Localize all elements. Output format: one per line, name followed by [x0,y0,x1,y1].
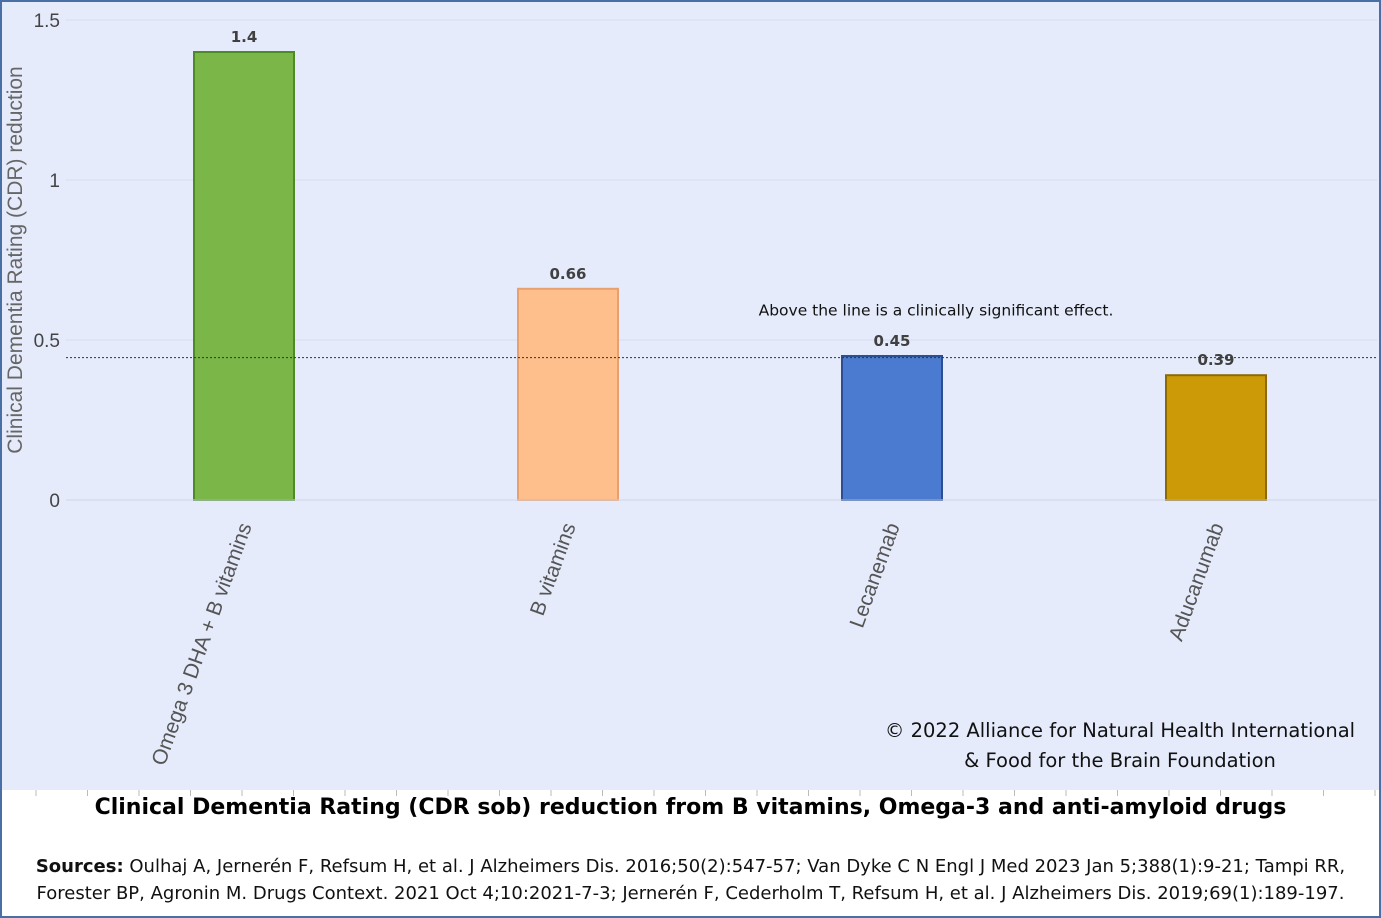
chart-title: Clinical Dementia Rating (CDR sob) reduc… [94,795,1287,820]
x-axis [35,499,1377,796]
bar-value-label: 0.45 [873,332,910,350]
sources-line-2: Forester BP, Agronin M. Drugs Context. 2… [36,883,1345,904]
sources-label: Sources: [35,856,124,877]
bar [841,355,943,501]
bar-value-label: 0.39 [1197,351,1234,369]
bar [517,287,619,501]
y-tick-label: 1 [49,171,60,192]
sources-line-1: Sources: Oulhaj A, Jernerén F, Refsum H,… [0,853,1381,880]
bar-value-label: 1.4 [231,28,258,46]
y-tick-label: 1.5 [34,11,60,32]
bar [193,51,295,501]
y-axis-ticks: 0 0.5 1 1.5 [34,11,60,512]
bar-value-label: 0.66 [549,265,586,283]
y-tick-label: 0 [49,491,60,512]
y-tick-label: 0.5 [34,331,60,352]
y-axis-label: Clinical Dementia Rating (CDR) reduction [4,66,27,453]
copyright-notice: © 2022 Alliance for Natural Health Inter… [860,716,1380,776]
bar [1165,374,1267,502]
clinical-significance-annotation: Above the line is a clinically significa… [759,302,1114,320]
copyright-line-2: & Food for the Brain Foundation [964,749,1276,772]
sources-text: Sources: Oulhaj A, Jernerén F, Refsum H,… [0,853,1381,907]
copyright-line-1: © 2022 Alliance for Natural Health Inter… [884,719,1356,742]
sources-citation-1: Oulhaj A, Jernerén F, Refsum H, et al. J… [129,856,1346,877]
